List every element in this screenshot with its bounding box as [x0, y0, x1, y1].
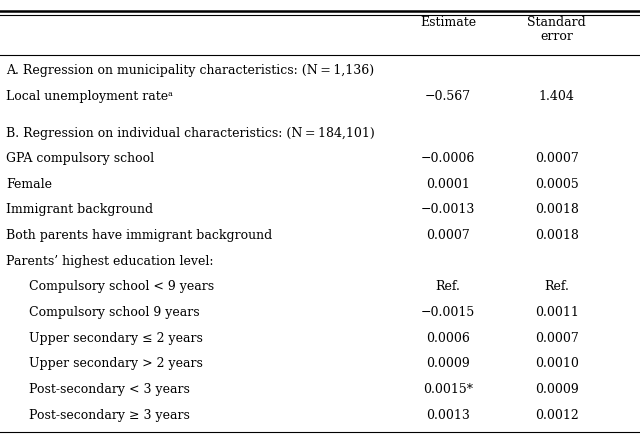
Text: 0.0009: 0.0009	[535, 383, 579, 396]
Text: error: error	[540, 30, 573, 43]
Text: Immigrant background: Immigrant background	[6, 203, 154, 217]
Text: −0.567: −0.567	[425, 90, 471, 103]
Text: GPA compulsory school: GPA compulsory school	[6, 152, 154, 165]
Text: Standard: Standard	[527, 16, 586, 29]
Text: 0.0012: 0.0012	[535, 408, 579, 422]
Text: 0.0001: 0.0001	[426, 178, 470, 191]
Text: Ref.: Ref.	[436, 280, 460, 293]
Text: Local unemployment rateᵃ: Local unemployment rateᵃ	[6, 90, 173, 103]
Text: −0.0006: −0.0006	[421, 152, 475, 165]
Text: Both parents have immigrant background: Both parents have immigrant background	[6, 229, 273, 242]
Text: Ref.: Ref.	[545, 280, 569, 293]
Text: 0.0007: 0.0007	[426, 229, 470, 242]
Text: 1.404: 1.404	[539, 90, 575, 103]
Text: Compulsory school < 9 years: Compulsory school < 9 years	[29, 280, 214, 293]
Text: 0.0018: 0.0018	[535, 203, 579, 217]
Text: 0.0013: 0.0013	[426, 408, 470, 422]
Text: A. Regression on municipality characteristics: (N = 1,136): A. Regression on municipality characteri…	[6, 64, 374, 77]
Text: 0.0010: 0.0010	[535, 357, 579, 370]
Text: Estimate: Estimate	[420, 16, 476, 29]
Text: 0.0018: 0.0018	[535, 229, 579, 242]
Text: Post-secondary ≥ 3 years: Post-secondary ≥ 3 years	[29, 408, 189, 422]
Text: 0.0009: 0.0009	[426, 357, 470, 370]
Text: 0.0005: 0.0005	[535, 178, 579, 191]
Text: Upper secondary > 2 years: Upper secondary > 2 years	[29, 357, 203, 370]
Text: Compulsory school 9 years: Compulsory school 9 years	[29, 306, 200, 319]
Text: Female: Female	[6, 178, 52, 191]
Text: 0.0007: 0.0007	[535, 152, 579, 165]
Text: −0.0015: −0.0015	[421, 306, 475, 319]
Text: 0.0015*: 0.0015*	[423, 383, 473, 396]
Text: 0.0006: 0.0006	[426, 332, 470, 345]
Text: 0.0007: 0.0007	[535, 332, 579, 345]
Text: −0.0013: −0.0013	[421, 203, 475, 217]
Text: Parents’ highest education level:: Parents’ highest education level:	[6, 255, 214, 268]
Text: Upper secondary ≤ 2 years: Upper secondary ≤ 2 years	[29, 332, 203, 345]
Text: B. Regression on individual characteristics: (N = 184,101): B. Regression on individual characterist…	[6, 126, 375, 140]
Text: 0.0011: 0.0011	[535, 306, 579, 319]
Text: Post-secondary < 3 years: Post-secondary < 3 years	[29, 383, 189, 396]
